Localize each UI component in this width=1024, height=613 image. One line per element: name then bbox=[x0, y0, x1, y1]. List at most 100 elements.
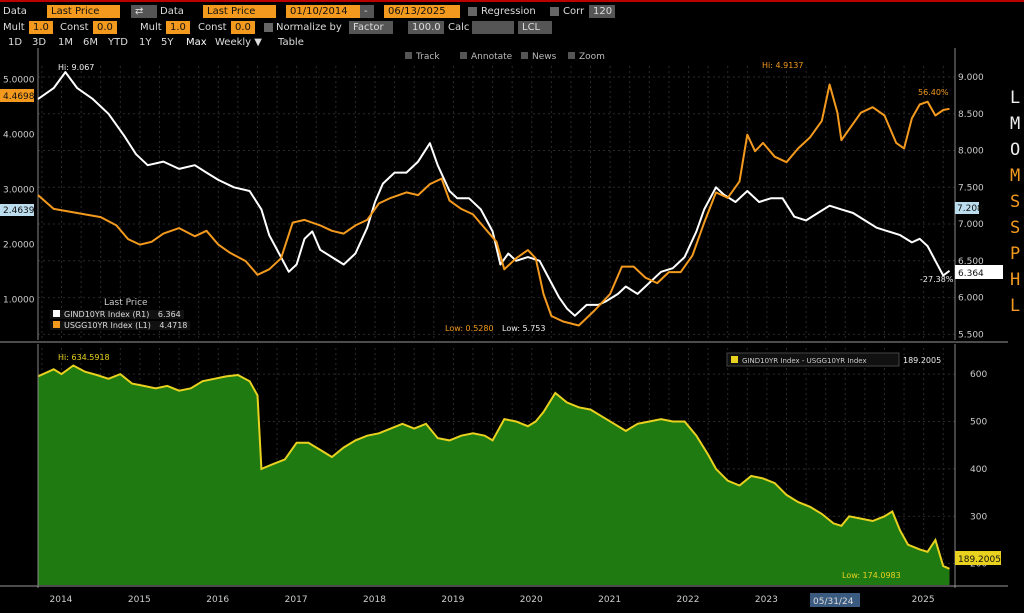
data2-select[interactable]: Last Price bbox=[203, 5, 276, 18]
side-letter: H bbox=[1010, 270, 1021, 290]
lower-axis-tick-label: 400 bbox=[970, 465, 987, 475]
period-tab[interactable]: 5Y bbox=[161, 37, 174, 48]
period-tab[interactable]: Weekly ▼ bbox=[215, 37, 262, 48]
side-letter: M bbox=[1010, 166, 1021, 186]
period-tab[interactable]: Max bbox=[186, 37, 207, 48]
left-axis-tick-label: 5.0000 bbox=[3, 76, 35, 86]
orange-change-label: 56.40% bbox=[918, 88, 949, 97]
lower-axis-tick-label: 600 bbox=[970, 370, 987, 380]
corr-label: Corr bbox=[563, 6, 585, 17]
end-date-field[interactable]: 06/13/2025 bbox=[384, 5, 460, 18]
chart-tool-icon bbox=[405, 52, 412, 59]
regression-label: Regression bbox=[481, 6, 536, 17]
x-axis-tick-label: 2020 bbox=[520, 595, 543, 605]
right-last-tag: 6.364 bbox=[958, 269, 984, 279]
legend-swatch bbox=[53, 321, 60, 328]
white-change-label: -27.38% bbox=[920, 275, 954, 284]
legend-swatch bbox=[53, 310, 60, 317]
date-tag-bg bbox=[810, 593, 860, 607]
toolbar-row-1: Data Last Price ⇄ Data Last Price 01/10/… bbox=[0, 4, 1024, 20]
lower-legend-label: GIND10YR Index - USGG10YR Index bbox=[742, 357, 867, 365]
chart-tool-button[interactable]: Zoom bbox=[579, 52, 605, 62]
right-axis-tick-label: 8.000 bbox=[958, 147, 984, 157]
white-low-label: Low: 5.753 bbox=[502, 324, 545, 333]
white-hi-label: Hi: 9.067 bbox=[58, 63, 94, 72]
left-last-tag-bg bbox=[0, 89, 34, 102]
period-tab[interactable]: 1Y bbox=[139, 37, 152, 48]
left-mid-tag: 2.4639 bbox=[3, 206, 35, 216]
x-axis-tick-label: 2017 bbox=[285, 595, 308, 605]
corr-field[interactable]: 120 bbox=[589, 5, 615, 18]
regression-checkbox[interactable] bbox=[468, 7, 477, 16]
data2-label: Data bbox=[160, 6, 184, 17]
right-last-tag-bg bbox=[955, 265, 1003, 279]
gind10yr-line bbox=[37, 71, 951, 317]
mult-label: Mult bbox=[3, 22, 25, 33]
left-axis-tick-label: 1.0000 bbox=[3, 296, 35, 306]
mult-field[interactable]: 1.0 bbox=[29, 21, 53, 34]
swap-button[interactable]: ⇄ bbox=[131, 5, 157, 18]
mult2-label: Mult bbox=[140, 22, 162, 33]
const2-label: Const bbox=[198, 22, 227, 33]
spread-line bbox=[37, 364, 950, 570]
period-tabs: 1D 3D 1M 6M YTD 1Y 5Y Max Weekly ▼ Table bbox=[0, 35, 1024, 51]
period-tab[interactable]: 3D bbox=[32, 37, 47, 48]
corr-checkbox[interactable] bbox=[550, 7, 559, 16]
x-axis-tick-label: 2014 bbox=[50, 595, 73, 605]
period-tab[interactable]: 1D bbox=[8, 37, 23, 48]
x-axis-tick-label: 2016 bbox=[206, 595, 229, 605]
period-tab[interactable]: 1M bbox=[58, 37, 73, 48]
x-axis-tick-label: 2023 bbox=[755, 595, 778, 605]
chart-tool-icon bbox=[521, 52, 528, 59]
const2-field[interactable]: 0.0 bbox=[231, 21, 255, 34]
x-axis: 2014 2015 2016 2017 2018 2019 2020 2021 2022 2023… bbox=[0, 585, 1008, 607]
spread-low-label: Low: 174.0983 bbox=[842, 571, 901, 580]
right-axis-tick-label: 6.500 bbox=[958, 257, 984, 267]
x-axis-tick-label: 2021 bbox=[598, 595, 621, 605]
left-axis-tick-label: 3.0000 bbox=[3, 186, 35, 196]
toolbar: Data Last Price ⇄ Data Last Price 01/10/… bbox=[0, 0, 1024, 48]
spread-low-tag-bg bbox=[838, 568, 910, 580]
right-axis-tick-label: 7.000 bbox=[958, 220, 984, 230]
period-tab[interactable]: 6M bbox=[83, 37, 98, 48]
factor-field[interactable]: 100.0 bbox=[408, 21, 444, 34]
data-select[interactable]: Last Price bbox=[47, 5, 120, 18]
lower-last-tag-bg bbox=[955, 551, 1001, 565]
x-axis-tick-label: 2018 bbox=[363, 595, 386, 605]
const-field[interactable]: 0.0 bbox=[93, 21, 117, 34]
normalize-select[interactable]: Factor bbox=[349, 21, 393, 34]
lower-last-tag: 189.2005 bbox=[958, 555, 1001, 565]
calc-field[interactable] bbox=[472, 21, 514, 34]
normalize-checkbox[interactable] bbox=[264, 23, 273, 32]
legend-entry: GIND10YR Index (R1) 6.364 bbox=[50, 310, 184, 319]
right-mid-tag-bg bbox=[955, 202, 979, 214]
side-letter: P bbox=[1010, 244, 1021, 264]
start-date-field[interactable]: 01/10/2014 bbox=[286, 5, 362, 18]
upper-panel: Track Annotate News Zoom 1.0000 2.0000 3.0000 4… bbox=[0, 48, 1008, 585]
right-axis-tick-label: 5.500 bbox=[958, 330, 984, 340]
left-axis-tick-label: 2.0000 bbox=[3, 241, 35, 251]
period-tab[interactable]: Table bbox=[278, 37, 304, 48]
left-last-tag: 4.4698 bbox=[3, 92, 35, 102]
legend-entry: USGG10YR Index (L1) 4.4718 bbox=[50, 321, 191, 330]
toolbar-row-2: Mult 1.0 Const 0.0 Mult 1.0 Const 0.0 No… bbox=[0, 20, 1024, 36]
chart-tool-button[interactable]: Track bbox=[415, 52, 440, 62]
chart-tool-button[interactable]: News bbox=[532, 52, 557, 62]
left-mid-tag-bg bbox=[0, 204, 34, 216]
x-axis-tick-label: 2015 bbox=[128, 595, 151, 605]
side-letter: S bbox=[1010, 218, 1021, 238]
period-tab[interactable]: YTD bbox=[108, 37, 128, 48]
mult2-field[interactable]: 1.0 bbox=[166, 21, 190, 34]
legend-series-value: 4.4718 bbox=[156, 321, 188, 330]
chart-tool-button[interactable]: Annotate bbox=[471, 52, 513, 62]
legend-series-value: 6.364 bbox=[155, 310, 181, 319]
orange-low-label: Low: 0.5280 bbox=[445, 324, 494, 333]
right-axis-tick-label: 8.500 bbox=[958, 110, 984, 120]
lower-axis-tick-label: 500 bbox=[970, 417, 987, 427]
calc-select[interactable]: LCL bbox=[518, 21, 552, 34]
usgg10yr-line bbox=[37, 83, 950, 327]
side-letter: L bbox=[1010, 296, 1021, 316]
spread-hi-label: Hi: 634.5918 bbox=[58, 353, 110, 362]
